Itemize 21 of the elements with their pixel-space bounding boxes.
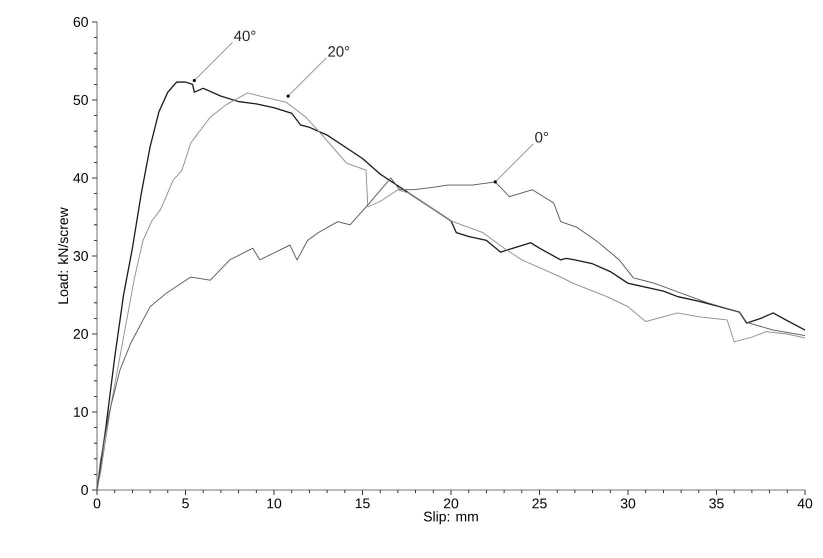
y-axis-title: Load: kN/screw	[58, 207, 68, 304]
x-tick-label: 30	[620, 498, 636, 508]
x-tick-label: 5	[182, 498, 189, 508]
x-tick-label: 10	[267, 498, 282, 508]
annotation: 20°	[328, 46, 350, 57]
x-tick-label: 35	[709, 498, 724, 508]
x-axis-title: Slip: mm	[424, 511, 478, 524]
x-tick-label: 20	[444, 498, 458, 508]
annotation: 40°	[234, 30, 256, 42]
y-tick-label: 10	[74, 407, 88, 417]
annotation: 0°	[535, 132, 548, 143]
y-tick-label: 60	[74, 17, 88, 27]
x-tick-label: 15	[356, 498, 370, 508]
y-tick-label: 40	[73, 173, 88, 183]
x-tick-label: 0	[94, 498, 100, 508]
y-tick-label: 50	[74, 95, 88, 105]
y-tick-label: 30	[73, 251, 88, 261]
y-tick-label: 0	[81, 485, 88, 495]
x-tick-label: 25	[532, 498, 547, 508]
y-tick-label: 20	[74, 329, 88, 339]
x-tick-label: 40	[798, 498, 812, 508]
